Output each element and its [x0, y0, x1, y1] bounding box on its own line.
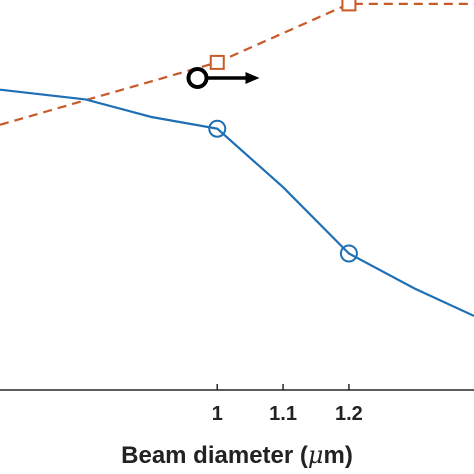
x-tick-label: 1.2 [335, 403, 363, 425]
data-point-marker [209, 54, 225, 70]
x-tick-label: 1.1 [269, 403, 297, 425]
series-line [0, 88, 474, 317]
series-1 [0, 0, 474, 126]
x-axis-title-mu: μ [308, 441, 324, 469]
x-tick-label: 1 [212, 403, 223, 425]
data-point-marker [339, 244, 358, 263]
plot-area: 1 1.1 1.2 [0, 0, 474, 425]
series-2 [0, 88, 474, 317]
axis-indicator-annotation [186, 67, 260, 89]
x-axis-title-prefix: Beam diameter ( [121, 442, 308, 469]
data-point-marker [208, 119, 227, 138]
axis-indicator-circle [186, 67, 209, 89]
series-layer [0, 0, 474, 317]
x-ticks: 1 1.1 1.2 [212, 384, 363, 425]
x-axis-title-suffix: m) [324, 442, 353, 469]
series-line [0, 2, 474, 126]
x-axis-title: Beam diameter (μm) [121, 441, 353, 469]
arrow-right-icon [245, 72, 260, 84]
annotation-layer [186, 67, 260, 89]
data-point-marker [341, 0, 357, 12]
